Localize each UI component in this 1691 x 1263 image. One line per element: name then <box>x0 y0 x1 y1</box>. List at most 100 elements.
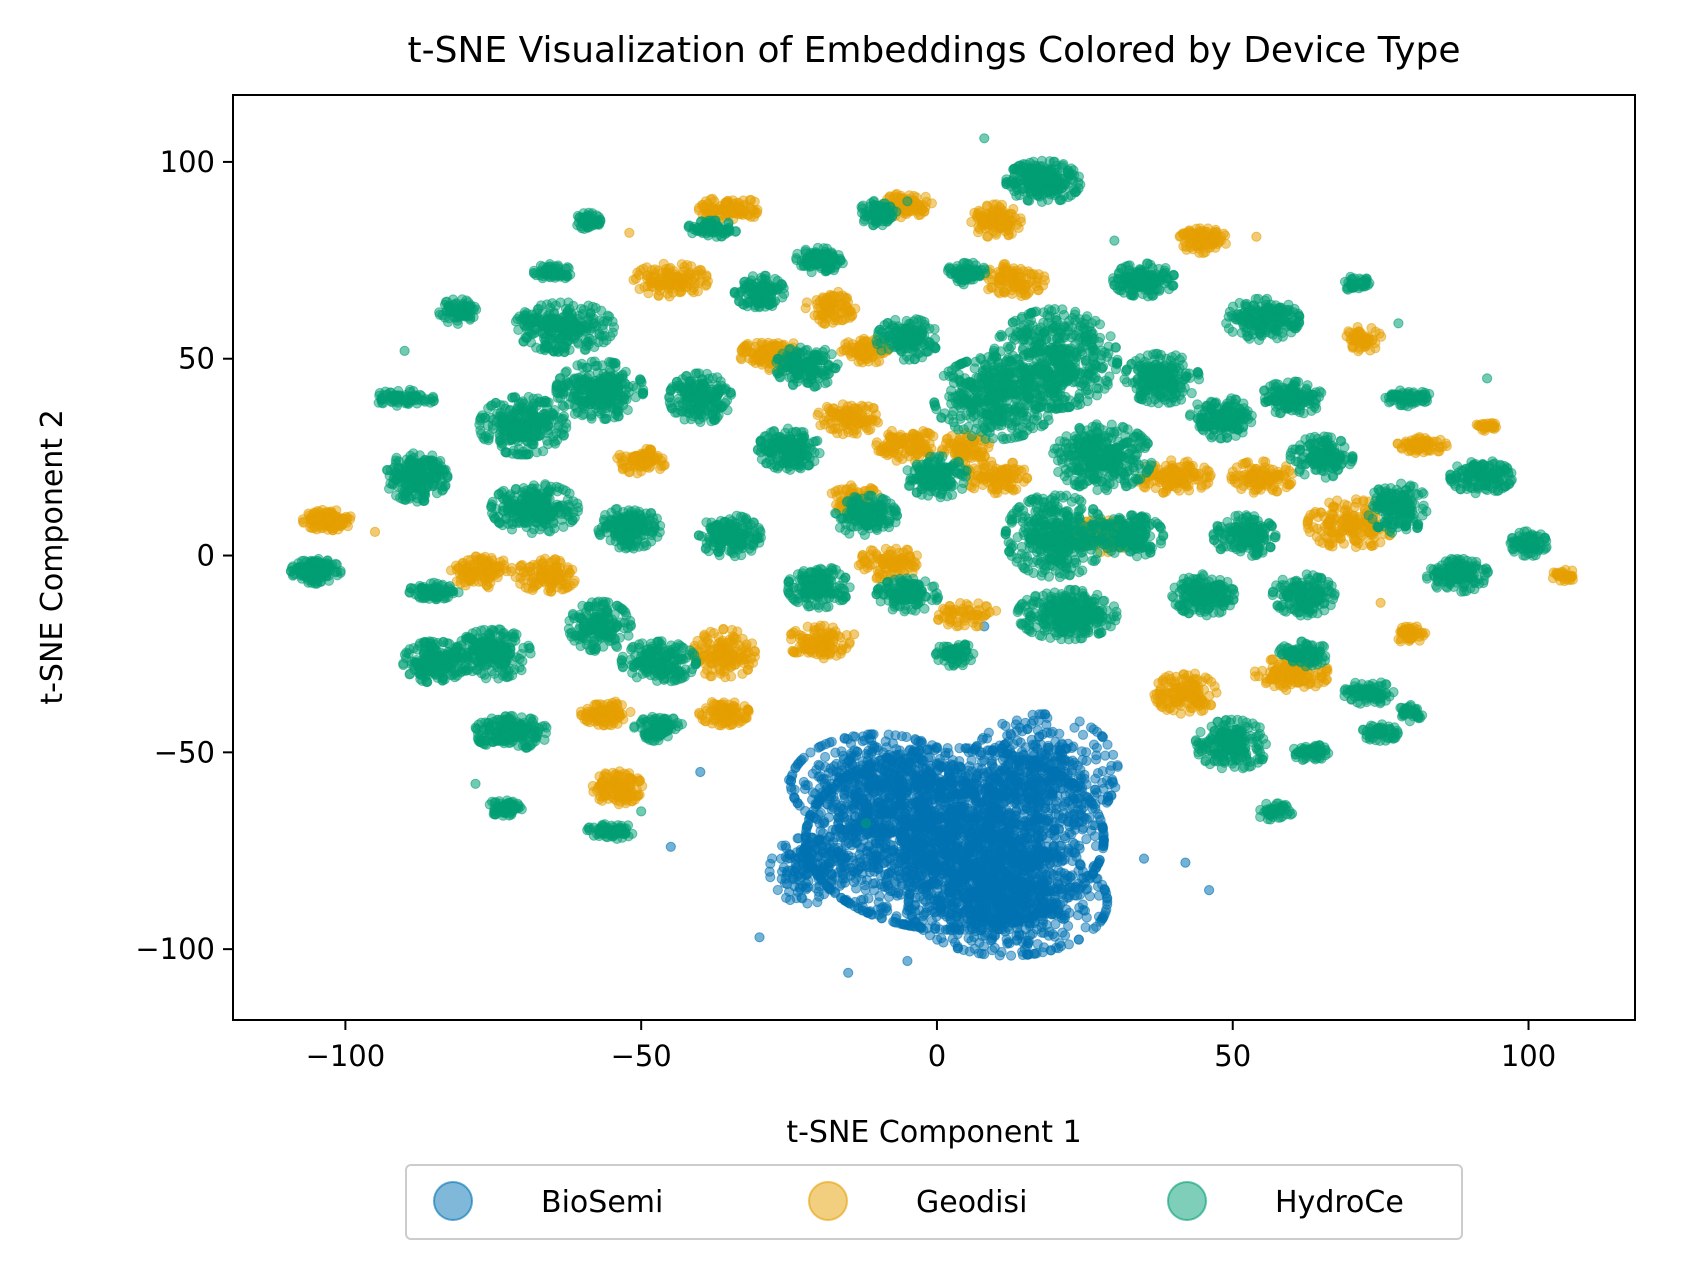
data-point <box>624 779 635 790</box>
data-point <box>607 706 618 717</box>
data-point <box>625 706 636 718</box>
data-point <box>903 897 914 908</box>
series-biosemi <box>665 621 1215 978</box>
data-point <box>869 795 880 806</box>
data-point <box>884 854 895 865</box>
data-point <box>989 930 1000 941</box>
data-point <box>1056 851 1067 862</box>
data-point <box>643 458 654 469</box>
data-point <box>1050 800 1061 811</box>
data-point <box>994 950 1005 961</box>
data-point <box>1018 755 1030 766</box>
data-point <box>612 453 623 464</box>
data-point <box>1045 885 1056 897</box>
data-point <box>582 716 593 727</box>
data-point <box>1032 824 1043 835</box>
data-point <box>1040 803 1051 814</box>
data-point <box>973 948 984 959</box>
data-point <box>881 817 892 828</box>
data-point <box>843 967 854 978</box>
data-point <box>906 772 917 783</box>
data-point <box>492 572 503 583</box>
data-point <box>1024 769 1035 780</box>
data-point <box>955 806 967 817</box>
data-point <box>795 756 806 767</box>
data-point <box>986 758 998 770</box>
data-point <box>940 797 952 808</box>
data-point <box>829 842 840 854</box>
data-point <box>1020 924 1032 935</box>
data-point <box>945 867 957 878</box>
data-point <box>796 850 808 862</box>
data-point <box>894 800 905 811</box>
data-point <box>946 909 957 920</box>
data-point <box>838 754 850 765</box>
data-point <box>805 747 816 758</box>
data-point <box>1049 824 1060 835</box>
data-point <box>1098 834 1109 845</box>
data-point <box>618 714 629 725</box>
data-point <box>932 895 943 906</box>
data-point <box>617 464 628 475</box>
data-point <box>862 828 873 839</box>
data-point <box>839 732 850 744</box>
data-point <box>772 884 783 896</box>
data-point <box>1020 717 1031 728</box>
data-point <box>464 571 475 582</box>
data-point <box>792 833 803 844</box>
data-point <box>633 789 644 800</box>
data-point <box>949 937 961 948</box>
data-point <box>844 898 855 909</box>
data-point <box>1041 869 1052 881</box>
data-point <box>893 887 904 899</box>
data-point <box>1041 833 1052 844</box>
data-point <box>955 849 966 860</box>
data-point <box>906 861 918 872</box>
data-point <box>1080 922 1091 933</box>
data-point <box>881 742 892 753</box>
data-point <box>984 750 995 761</box>
data-point <box>1040 848 1052 859</box>
data-point <box>765 872 776 883</box>
data-point <box>634 283 645 295</box>
data-point <box>953 889 964 900</box>
data-point <box>949 923 960 934</box>
data-point <box>850 811 861 822</box>
data-point <box>1067 870 1078 881</box>
data-point <box>988 890 999 902</box>
data-point <box>537 558 548 570</box>
data-point <box>968 873 979 884</box>
data-point <box>480 559 491 570</box>
data-point <box>1003 885 1014 896</box>
data-point <box>1075 889 1086 900</box>
data-point <box>945 819 956 830</box>
data-point <box>1101 892 1113 903</box>
data-point <box>1112 760 1123 771</box>
data-point <box>1063 939 1075 950</box>
data-point <box>982 767 993 778</box>
data-point <box>910 840 921 851</box>
data-point <box>901 731 912 743</box>
data-point <box>621 769 632 781</box>
data-point <box>1027 793 1038 804</box>
data-point <box>999 752 1010 763</box>
data-point <box>814 771 826 782</box>
data-point <box>1075 860 1086 871</box>
data-point <box>1011 934 1023 945</box>
data-point <box>1092 873 1103 884</box>
data-point <box>817 844 829 856</box>
data-point <box>851 838 862 849</box>
data-point <box>946 759 957 770</box>
data-point <box>1021 949 1033 960</box>
data-point <box>911 917 922 928</box>
data-point <box>930 860 941 871</box>
data-point <box>999 770 1010 782</box>
data-point <box>970 791 982 802</box>
data-point <box>658 460 669 471</box>
data-point <box>820 739 831 750</box>
data-point <box>490 561 501 572</box>
data-point <box>967 846 978 857</box>
data-point <box>1066 742 1077 754</box>
data-point <box>1012 923 1023 934</box>
data-point <box>1003 908 1014 920</box>
